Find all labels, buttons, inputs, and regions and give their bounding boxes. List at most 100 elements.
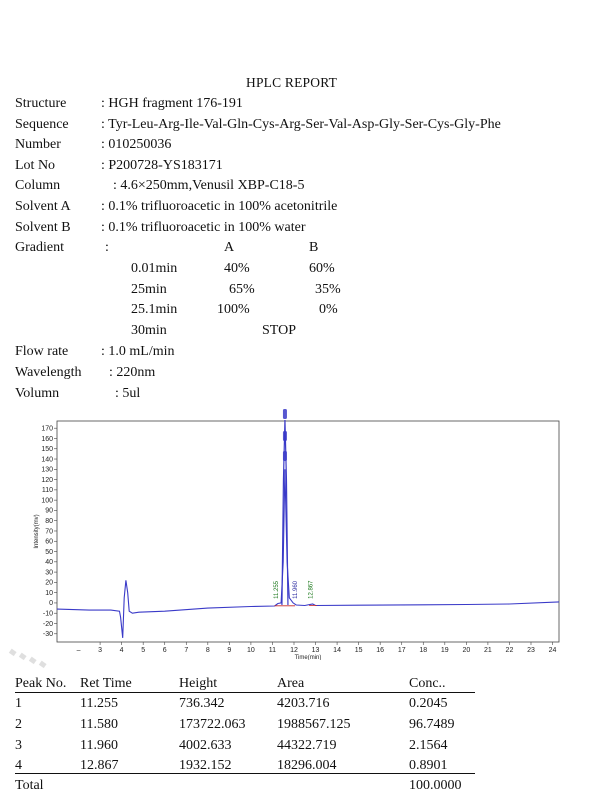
y-tick-label: 50 [45,549,53,556]
table-header-cell: Ret Time [80,676,132,691]
x-tick-label: 20 [462,647,470,654]
x-tick-label: 19 [441,647,449,654]
field-label-0: Structure [15,96,67,111]
total-rule [15,773,475,774]
total-label: Total [15,778,44,793]
table-cell: 96.7489 [409,717,455,732]
gradient-time-0: 0.01min [131,261,178,276]
gradient-time-1: 25min [131,282,167,297]
table-cell: 1988567.125 [277,717,351,732]
table-cell: 4002.633 [179,738,232,753]
table-cell: 1 [15,696,22,711]
table-cell: 4 [15,758,22,773]
table-cell: 3 [15,738,22,753]
gradient-a-0: 40% [224,261,250,276]
field-label-5: Solvent A [15,199,71,214]
y-tick-label: 10 [45,590,53,597]
field2-value-1: : 220nm [109,365,156,380]
y-tick-label: 80 [45,518,53,525]
table-cell: 4203.716 [277,696,330,711]
table-cell: 0.8901 [409,758,448,773]
x-axis-label: Time(min) [295,655,322,660]
field2-value-2: : 5ul [115,386,141,401]
y-tick-label: 100 [41,497,53,504]
field-value-2: : 010250036 [101,137,172,152]
main-peak [281,419,289,606]
table-cell: 11.255 [80,696,118,711]
peak-label: 11.255 [274,580,280,599]
x-tick-label: 18 [419,647,427,654]
plot-frame [56,420,560,643]
gradient-label: Gradient [15,240,64,255]
gradient-b-3: STOP [262,323,296,338]
field-value-3: : P200728-YS183171 [101,158,223,173]
field-label-4: Column [15,178,61,193]
gradient-b-2: 0% [319,302,338,317]
x-tick-label: 7 [184,647,188,654]
x-tick-label: 22 [506,647,514,654]
x-tick-label: – [77,647,81,654]
y-tick-label: 0 [49,600,53,607]
table-cell: 11.960 [80,738,118,753]
chromatogram-chart: -30 -20 -10 0 10 20 30 40 50 60 70 80 90 100 110 120 130… [34,409,560,660]
table-cell: 2.1564 [409,738,448,753]
offscale-marker [282,431,287,441]
field-value-1: : Tyr-Leu-Arg-Ile-Val-Gln-Cys-Arg-Ser-Va… [101,117,501,132]
gradient-b-0: 60% [309,261,335,276]
x-tick-label: 5 [141,647,145,654]
field-value-4: : 4.6×250mm,Venusil XBP-C18-5 [113,178,305,193]
field2-value-0: : 1.0 mL/min [101,344,175,359]
y-tick-label: 150 [41,446,53,453]
x-tick-label: 13 [312,647,320,654]
y-tick-label: -30 [43,631,53,638]
gradient-head-a: A [224,240,235,255]
x-tick-label: 23 [527,647,535,654]
y-tick-label: 160 [41,436,53,443]
y-tick-label: -10 [43,611,53,618]
peak-label: 12.867 [309,580,315,599]
y-tick-label: 140 [41,456,53,463]
y-tick-label: 20 [45,580,53,587]
x-tick-label: 16 [376,647,384,654]
table-header-cell: Peak No. [15,676,67,691]
x-tick-label: 10 [247,647,255,654]
table-cell: 2 [15,717,22,732]
header-rule [15,692,475,693]
y-tick-label: 40 [45,559,53,566]
x-tick-label: 6 [163,647,167,654]
field-label-1: Sequence [15,117,69,132]
total-value: 100.0000 [409,778,462,793]
table-cell: 44322.719 [277,738,337,753]
table-header-cell: Area [277,676,305,691]
table-cell: 0.2045 [409,696,448,711]
y-tick-label: 130 [41,467,53,474]
gradient-a-1: 65% [229,282,255,297]
field-label-2: Number [15,137,61,152]
field2-label-0: Flow rate [15,344,69,359]
y-tick-label: 170 [41,425,53,432]
gradient-time-2: 25.1min [131,302,178,317]
offscale-marker [282,451,287,461]
watermark-stamp [8,648,47,669]
table-header-cell: Conc.. [409,676,446,691]
x-tick-label: 4 [120,647,124,654]
table-header-cell: Height [179,676,218,691]
x-tick-label: 24 [549,647,557,654]
y-tick-label: 120 [41,477,53,484]
y-tick-label: 70 [45,528,53,535]
gradient-colon: : [105,240,109,255]
x-tick-label: 9 [227,647,231,654]
gradient-b-1: 35% [315,282,341,297]
peak-label: 11.960 [293,580,299,599]
field-value-6: : 0.1% trifluoroacetic in 100% water [101,220,306,235]
x-tick-label: 3 [98,647,102,654]
field-value-0: : HGH fragment 176-191 [101,96,243,111]
gradient-time-3: 30min [131,323,167,338]
table-cell: 11.580 [80,717,118,732]
y-tick-label: 110 [42,487,53,494]
y-tick-label: 30 [45,569,53,576]
table-cell: 173722.063 [179,717,246,732]
field2-label-2: Volumn [15,386,60,401]
x-tick-label: 11 [269,647,276,654]
y-tick-label: -20 [43,621,53,628]
